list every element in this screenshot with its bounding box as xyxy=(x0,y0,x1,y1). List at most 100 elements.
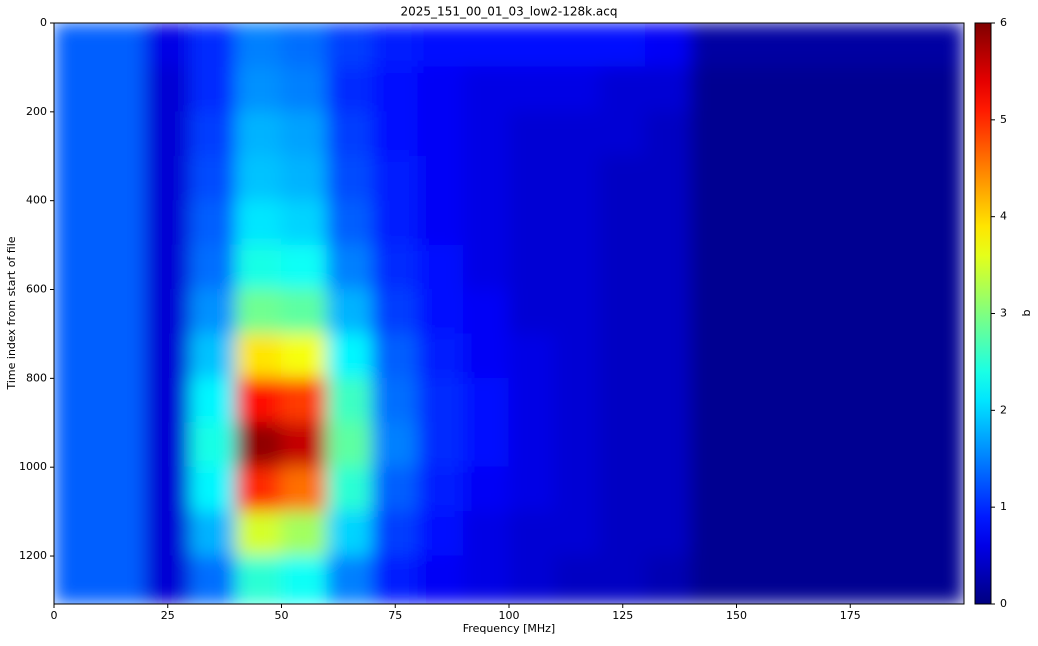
heatmap-cell xyxy=(99,467,146,512)
heatmap-cell xyxy=(99,245,146,290)
heatmap-cell xyxy=(236,378,283,423)
heatmap-cell xyxy=(509,111,556,156)
heatmap-cell xyxy=(236,422,283,467)
heatmap-cell xyxy=(463,467,510,512)
heatmap-cell xyxy=(54,422,101,467)
heatmap-cell xyxy=(554,200,601,245)
heatmap-cell xyxy=(281,289,328,334)
heatmap-cell xyxy=(463,23,510,68)
heatmap-cell xyxy=(327,333,374,378)
heatmap-cell xyxy=(281,378,328,423)
heatmap-cell xyxy=(327,467,374,512)
chart: 2025_151_00_01_03_low2-128k.acq Frequenc… xyxy=(0,0,1038,642)
chart-title: 2025_151_00_01_03_low2-128k.acq xyxy=(401,5,618,19)
heatmap-cell xyxy=(236,67,283,112)
heatmap-cell xyxy=(782,289,829,334)
heatmap-cell xyxy=(327,511,374,556)
heatmap-cell xyxy=(190,378,237,423)
heatmap-cell xyxy=(918,511,965,556)
heatmap-cell xyxy=(281,511,328,556)
heatmap-cell xyxy=(54,333,101,378)
heatmap-cell xyxy=(236,245,283,290)
heatmap-cell xyxy=(463,378,510,423)
x-axis-label: Frequency [MHz] xyxy=(463,622,555,635)
heatmap-cell xyxy=(554,156,601,201)
heatmap-cell xyxy=(99,156,146,201)
heatmap-cell xyxy=(736,245,783,290)
heatmap-cell xyxy=(145,23,192,68)
heatmap-cell xyxy=(418,245,465,290)
heatmap-cell xyxy=(691,200,738,245)
heatmap-cell xyxy=(918,556,965,605)
heatmap-cell xyxy=(645,245,692,290)
heatmap-cell xyxy=(463,422,510,467)
y-tick-label: 400 xyxy=(26,194,47,207)
heatmap-cell xyxy=(827,333,874,378)
heatmap-cell xyxy=(190,556,237,605)
heatmap-cell xyxy=(782,556,829,605)
heatmap-cell xyxy=(281,111,328,156)
heatmap-cell xyxy=(691,378,738,423)
heatmap-cell xyxy=(600,333,647,378)
heatmap-cell xyxy=(509,245,556,290)
heatmap-cell xyxy=(736,23,783,68)
x-tick-label: 25 xyxy=(161,609,175,622)
heatmap-cell xyxy=(281,200,328,245)
heatmap-cell xyxy=(918,67,965,112)
heatmap-cell xyxy=(145,333,192,378)
heatmap-cell xyxy=(782,245,829,290)
heatmap-cell xyxy=(918,200,965,245)
heatmap-cell xyxy=(509,556,556,605)
heatmap-cell xyxy=(418,23,465,68)
heatmap-cell xyxy=(509,200,556,245)
heatmap-cell xyxy=(554,378,601,423)
heatmap-cell xyxy=(691,111,738,156)
heatmap-cell xyxy=(190,156,237,201)
heatmap-cell xyxy=(918,111,965,156)
heatmap-cell xyxy=(372,67,419,112)
heatmap-cell xyxy=(691,556,738,605)
heatmap-cell xyxy=(645,200,692,245)
heatmap-cell xyxy=(691,467,738,512)
heatmap-cell xyxy=(99,111,146,156)
heatmap-cell xyxy=(509,67,556,112)
heatmap-cell xyxy=(372,111,419,156)
heatmap-cell xyxy=(600,156,647,201)
heatmap-cell xyxy=(327,67,374,112)
y-axis-label: Time index from start of file xyxy=(5,236,18,390)
heatmap-cell xyxy=(691,23,738,68)
heatmap-cell xyxy=(736,156,783,201)
heatmap-cell xyxy=(236,111,283,156)
heatmap-cell xyxy=(145,378,192,423)
heatmap-cell xyxy=(645,422,692,467)
heatmap-cell xyxy=(782,67,829,112)
heatmap-cell xyxy=(372,378,419,423)
y-tick-label: 0 xyxy=(40,16,47,29)
heatmap-cell xyxy=(236,467,283,512)
heatmap-cell xyxy=(236,200,283,245)
heatmap-cell xyxy=(918,23,965,68)
heatmap-cell xyxy=(827,245,874,290)
heatmap-cell xyxy=(99,333,146,378)
heatmap-cell xyxy=(782,467,829,512)
heatmap-cell xyxy=(281,422,328,467)
x-tick-label: 175 xyxy=(840,609,861,622)
heatmap-cell xyxy=(463,200,510,245)
heatmap-cell xyxy=(509,156,556,201)
heatmap-cell xyxy=(554,333,601,378)
heatmap-cell xyxy=(463,156,510,201)
heatmap-cell xyxy=(873,289,920,334)
heatmap xyxy=(54,23,965,605)
x-tick-label: 125 xyxy=(612,609,633,622)
heatmap-cell xyxy=(54,556,101,605)
heatmap-cell xyxy=(463,511,510,556)
heatmap-cell xyxy=(509,378,556,423)
y-tick-label: 200 xyxy=(26,105,47,118)
heatmap-cell xyxy=(918,289,965,334)
heatmap-cell xyxy=(327,556,374,605)
heatmap-cell xyxy=(463,245,510,290)
heatmap-cell xyxy=(691,245,738,290)
heatmap-cell xyxy=(463,289,510,334)
heatmap-cell xyxy=(736,422,783,467)
heatmap-cell xyxy=(463,333,510,378)
